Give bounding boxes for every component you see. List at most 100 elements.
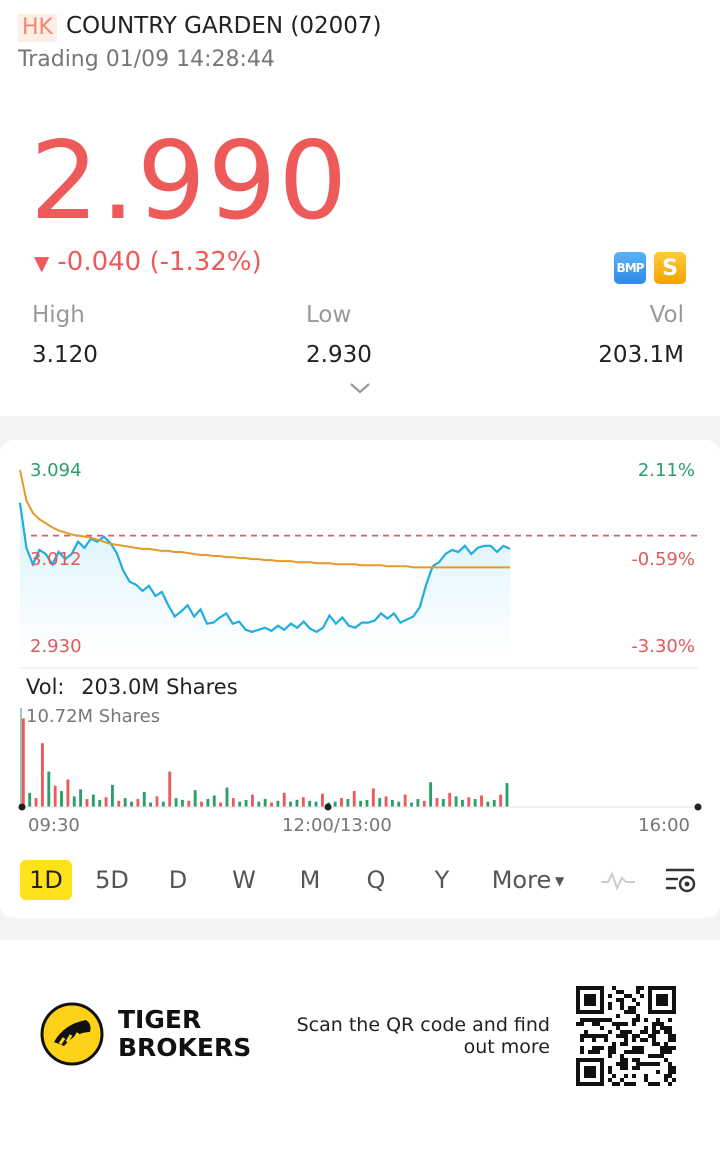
volume-bar xyxy=(378,798,382,807)
tab-5d[interactable]: 5D xyxy=(95,866,129,894)
qr-module xyxy=(600,1034,604,1038)
qr-module xyxy=(644,1062,648,1066)
qr-module xyxy=(624,1038,628,1042)
volume-bar xyxy=(34,798,38,807)
qr-module xyxy=(652,1034,656,1038)
qr-module xyxy=(668,1070,672,1074)
qr-module xyxy=(632,1082,636,1086)
chevron-down-icon[interactable] xyxy=(348,380,372,396)
qr-module xyxy=(644,1078,648,1082)
volume-bar xyxy=(352,791,356,807)
tab-d[interactable]: D xyxy=(168,866,188,894)
x-tick-open: 09:30 xyxy=(28,815,80,836)
volume-bar xyxy=(72,796,76,807)
tab-1d[interactable]: 1D xyxy=(20,860,72,900)
tab-w[interactable]: W xyxy=(232,866,256,894)
qr-module xyxy=(668,1034,672,1038)
volume-bar xyxy=(117,800,121,807)
market-badge: HK xyxy=(18,14,57,42)
volume-bar xyxy=(422,800,426,807)
volume-bar xyxy=(251,794,254,807)
volume-bar xyxy=(397,801,401,807)
y-tick-right-mid: -0.59% xyxy=(631,549,695,570)
chart-settings-icon[interactable] xyxy=(664,864,698,896)
volume-bar xyxy=(340,798,343,807)
volume-bar xyxy=(257,801,261,807)
volume-bar xyxy=(371,788,375,807)
volume-bar xyxy=(480,795,483,807)
volume-bar xyxy=(499,794,503,807)
qr-module xyxy=(632,1046,636,1050)
qr-finder-center xyxy=(584,994,596,1006)
qr-code-icon xyxy=(576,986,676,1086)
qr-module xyxy=(636,1002,640,1006)
qr-module xyxy=(632,1018,636,1022)
qr-module xyxy=(620,1002,624,1006)
brand-line-1: TIGER xyxy=(118,1005,202,1034)
qr-module xyxy=(636,1066,640,1070)
qr-module xyxy=(608,1050,612,1054)
y-tick-right-bottom: -3.30% xyxy=(631,636,695,657)
tab-m[interactable]: M xyxy=(299,866,321,894)
qr-module xyxy=(620,1006,624,1010)
qr-module xyxy=(624,1010,628,1014)
indicator-wave-icon[interactable] xyxy=(600,868,636,892)
qr-module xyxy=(620,1062,624,1066)
volume-bar xyxy=(454,796,458,807)
qr-module xyxy=(592,1034,596,1038)
qr-module xyxy=(588,1034,592,1038)
qr-module xyxy=(652,1026,656,1030)
volume-bar xyxy=(60,791,63,807)
qr-module xyxy=(624,1062,628,1066)
qr-module xyxy=(628,1050,632,1054)
change-value: -0.040 (-1.32%) xyxy=(57,247,262,277)
qr-module xyxy=(648,1082,652,1086)
volume-bar xyxy=(492,799,496,807)
qr-module xyxy=(652,1082,656,1086)
qr-module xyxy=(664,1050,668,1054)
qr-module xyxy=(672,1046,676,1050)
qr-module xyxy=(668,1038,672,1042)
qr-module xyxy=(624,1050,628,1054)
qr-module xyxy=(596,1050,600,1054)
qr-module xyxy=(608,1018,612,1022)
qr-module xyxy=(656,1018,660,1022)
qr-module xyxy=(608,1066,612,1070)
qr-module xyxy=(608,1006,612,1010)
y-tick-right-top: 2.11% xyxy=(637,460,695,481)
qr-module xyxy=(604,1034,608,1038)
high-label: High xyxy=(32,302,85,328)
down-triangle-icon: ▼ xyxy=(34,251,50,275)
qr-module xyxy=(616,990,620,994)
tab-q[interactable]: Q xyxy=(366,866,386,894)
qr-module xyxy=(652,1042,656,1046)
qr-module xyxy=(628,1010,632,1014)
qr-module xyxy=(628,1082,632,1086)
qr-module xyxy=(588,1050,592,1054)
qr-module xyxy=(624,994,628,998)
qr-module xyxy=(644,1018,648,1022)
scan-text: Scan the QR code and find out more xyxy=(297,1014,550,1058)
tab-y[interactable]: Y xyxy=(434,866,450,894)
qr-module xyxy=(660,1054,664,1058)
tab-more[interactable]: More ▼ xyxy=(486,860,570,900)
qr-module xyxy=(608,1046,612,1050)
qr-module xyxy=(612,986,616,990)
dollar-badge-icon[interactable]: S xyxy=(654,252,686,284)
trading-status: Trading 01/09 14:28:44 xyxy=(18,47,275,72)
volume-bar xyxy=(111,784,114,807)
qr-module xyxy=(596,1046,600,1050)
qr-module xyxy=(620,1034,624,1038)
intraday-chart[interactable] xyxy=(0,440,720,860)
qr-module xyxy=(632,1066,636,1070)
qr-module xyxy=(628,994,632,998)
qr-module xyxy=(592,1046,596,1050)
qr-module xyxy=(600,1018,604,1022)
bmp-badge-icon[interactable]: BMP xyxy=(614,252,646,284)
volume-bar xyxy=(104,797,108,807)
qr-module xyxy=(620,990,624,994)
qr-module xyxy=(604,1038,608,1042)
qr-module xyxy=(652,1038,656,1042)
volume-bar xyxy=(467,797,471,807)
qr-module xyxy=(624,1074,628,1078)
